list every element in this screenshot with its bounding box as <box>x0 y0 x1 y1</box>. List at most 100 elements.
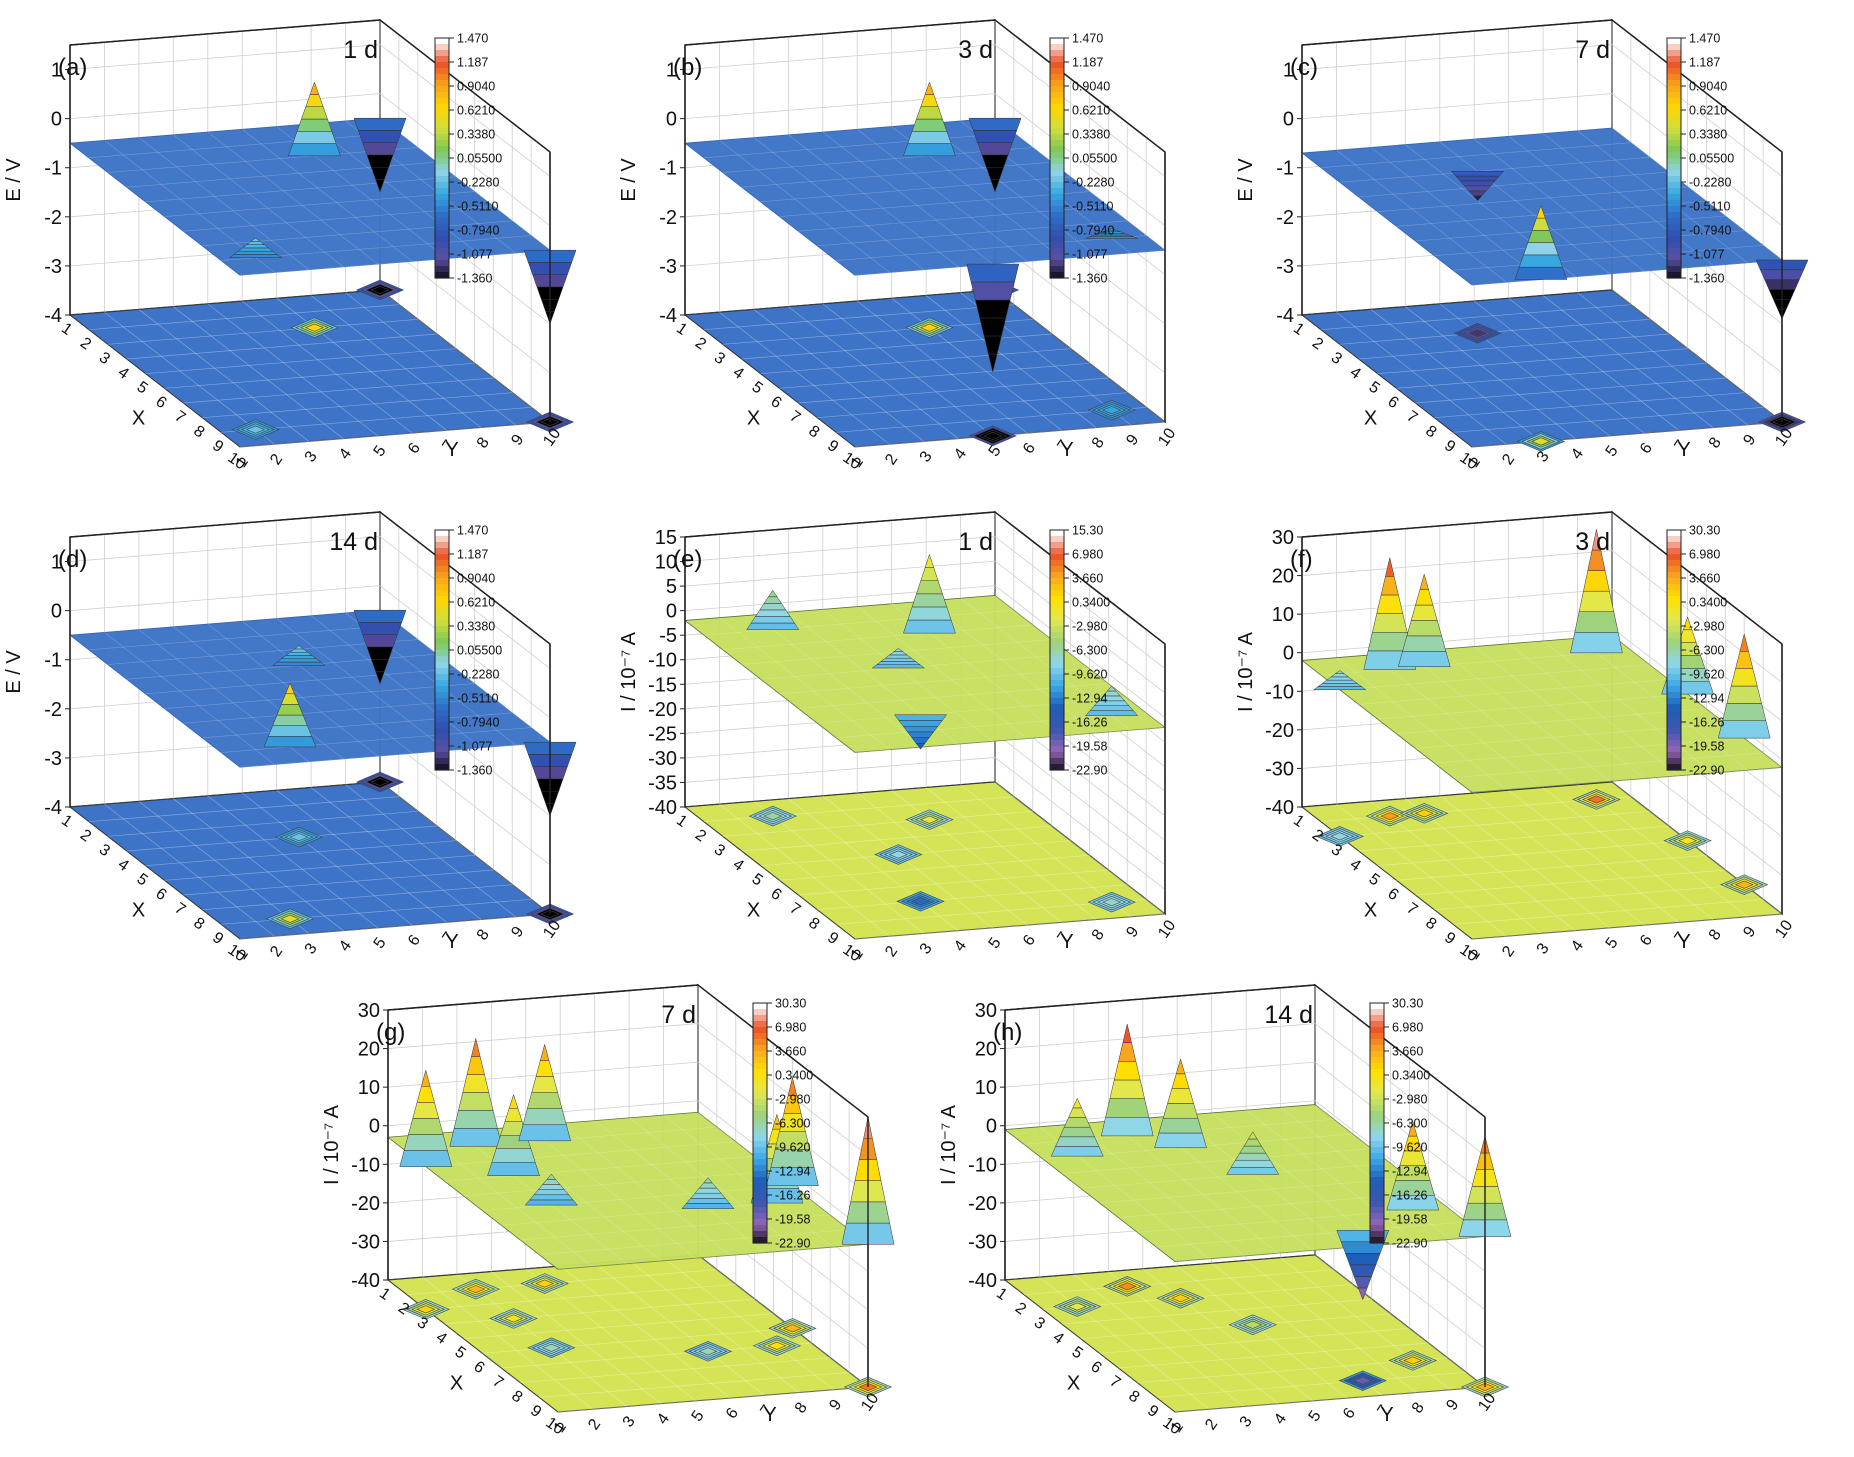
floor-feature <box>370 285 390 295</box>
colorbar-tick-label: -9.620 <box>1689 668 1724 682</box>
colorbar-tick-label: 0.9040 <box>1689 80 1727 94</box>
colorbar-tick-label: 1.187 <box>1072 56 1103 70</box>
x-axis-title: X <box>747 407 760 429</box>
surface-peak <box>1085 685 1139 716</box>
colorbar: 30.30 6.980 3.660 0.3400 -2.980 -6.300 -9.620 -… <box>752 997 813 1251</box>
x-tick-label: 9 <box>1144 1402 1161 1421</box>
colorbar-tick-label: -1.360 <box>457 764 492 778</box>
z-tick-label: 15 <box>655 527 677 549</box>
colorbar-tick-label: 1.470 <box>457 524 488 538</box>
colorbar-tick-label: 0.9040 <box>457 572 495 586</box>
x-tick-label: 8 <box>805 914 822 933</box>
colorbar-tick-label: -2.980 <box>1392 1093 1427 1107</box>
floor-map <box>68 279 575 448</box>
floor-map <box>1300 781 1784 940</box>
floor-feature <box>504 1314 524 1323</box>
colorbar-tick-label: 0.3380 <box>457 620 495 634</box>
surface <box>68 609 577 817</box>
y-tick-label: 9 <box>1123 924 1142 941</box>
x-axis-title: X <box>1364 899 1377 921</box>
floor-feature <box>1468 329 1488 338</box>
floor-feature <box>1117 1282 1137 1291</box>
y-tick-label: 3 <box>1534 448 1553 465</box>
y-tick-label: 6 <box>723 1405 742 1422</box>
y-tick-label: 4 <box>1568 445 1587 462</box>
z-tick-label: 0 <box>666 601 677 623</box>
colorbar-tick-label: -0.7940 <box>457 224 499 238</box>
floor-feature <box>1102 898 1122 907</box>
y-tick-label: 9 <box>508 924 527 941</box>
floor-feature <box>289 833 309 842</box>
x-tick-label: 9 <box>527 1402 544 1421</box>
z-tick-label: -10 <box>351 1154 380 1176</box>
colorbar-tick-label: -2.980 <box>1072 620 1107 634</box>
floor-feature <box>983 431 1003 440</box>
x-tick-label: 2 <box>1012 1299 1029 1318</box>
surface-peak <box>1336 1229 1390 1301</box>
x-tick-label: 4 <box>1347 364 1364 383</box>
colorbar-tick-label: 1.470 <box>457 32 488 46</box>
panel-label: (c) <box>1290 54 1318 81</box>
x-axis-title: X <box>1067 1372 1080 1394</box>
z-tick-label: -30 <box>648 748 677 770</box>
floor-feature <box>541 1343 561 1352</box>
x-tick-label: 8 <box>1125 1387 1142 1406</box>
floor-feature <box>782 1324 802 1333</box>
x-tick-label: 3 <box>1328 841 1345 860</box>
surface-peak <box>263 682 317 748</box>
floor-map <box>1300 289 1807 452</box>
floor-map <box>683 781 1167 940</box>
surface-peak <box>1397 573 1451 668</box>
x-tick-label: 8 <box>508 1387 525 1406</box>
z-tick-label: 20 <box>358 1039 380 1061</box>
floor-feature <box>698 1347 718 1356</box>
x-tick-label: 7 <box>171 900 188 919</box>
y-axis-title: Y <box>1677 439 1690 461</box>
x-tick-label: 5 <box>134 378 151 397</box>
colorbar-tick-label: 0.05500 <box>457 152 502 166</box>
y-tick-label: 4 <box>1568 937 1587 954</box>
floor-feature <box>1102 406 1122 415</box>
floor-feature <box>1380 812 1400 821</box>
floor-feature <box>246 425 266 434</box>
colorbar-tick-label: 0.05500 <box>457 644 502 658</box>
surface-peak <box>449 1038 503 1147</box>
z-tick-label: 1 <box>1283 60 1294 82</box>
surface-peak <box>968 117 1022 193</box>
x-axis-title: X <box>132 899 145 921</box>
x-tick-label: 8 <box>190 914 207 933</box>
y-tick-label: 5 <box>986 443 1005 460</box>
colorbar-tick-label: -1.077 <box>1689 248 1724 262</box>
colorbar-tick-label: -0.7940 <box>1689 224 1731 238</box>
y-tick-label: 6 <box>1020 932 1039 949</box>
colorbar-tick-label: -6.300 <box>1689 644 1724 658</box>
surface-peak <box>1514 205 1568 280</box>
x-tick-label: 3 <box>96 841 113 860</box>
y-tick-label: 5 <box>371 935 390 952</box>
z-tick-label: -3 <box>1276 256 1294 278</box>
y-tick-label: 2 <box>882 943 901 960</box>
floor-feature <box>535 1279 555 1288</box>
colorbar-tick-label: 0.6210 <box>457 104 495 118</box>
x-tick-label: 4 <box>1347 856 1364 875</box>
colorbar-tick-label: -22.90 <box>775 1237 810 1251</box>
surface-peak <box>353 117 407 193</box>
y-tick-label: 9 <box>1443 1397 1462 1414</box>
z-tick-label: -40 <box>648 797 677 819</box>
z-tick-label: -2 <box>1276 207 1294 229</box>
z-tick-label: 10 <box>975 1077 997 1099</box>
colorbar-tick-label: 0.3400 <box>775 1069 813 1083</box>
x-tick-label: 2 <box>1309 334 1326 353</box>
colorbar-tick-label: 30.30 <box>1689 524 1720 538</box>
y-tick-label: 6 <box>1020 440 1039 457</box>
y-tick-label: 8 <box>1706 434 1725 451</box>
colorbar-tick-label: -12.94 <box>1392 1165 1427 1179</box>
colorbar-tick-label: 3.660 <box>1072 572 1103 586</box>
colorbar-tick-label: -0.2280 <box>1072 176 1114 190</box>
x-tick-label: 2 <box>692 826 709 845</box>
colorbar-tick-label: 1.470 <box>1689 32 1720 46</box>
panel-label: (g) <box>376 1019 405 1046</box>
floor-feature <box>416 1305 436 1314</box>
colorbar-tick-label: 6.980 <box>1689 548 1720 562</box>
